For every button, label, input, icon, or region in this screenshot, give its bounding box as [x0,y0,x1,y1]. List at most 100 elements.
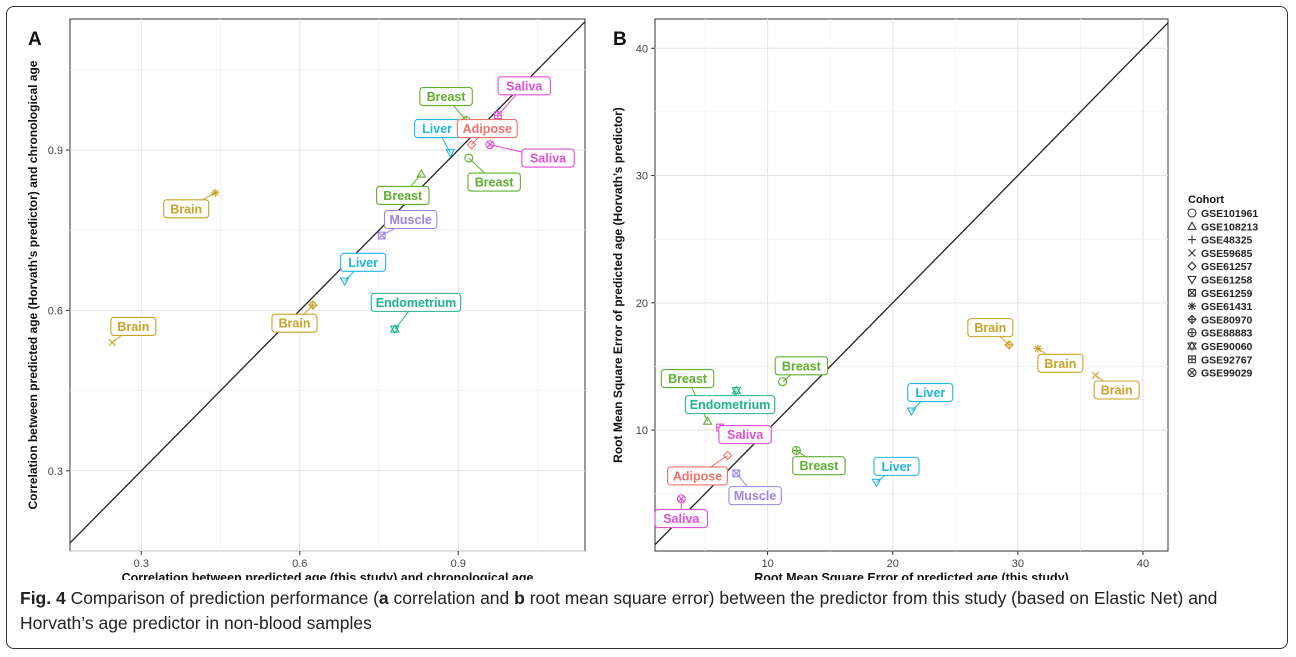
legend-entry-label: GSE61257 [1201,261,1253,273]
caption-panel-b-ref: b [514,588,525,608]
legend-items: GSE101961GSE108213GSE48325GSE59685GSE612… [1187,208,1258,380]
legend-entry: GSE59685 [1188,248,1253,260]
point-label: Brain [1037,353,1084,373]
legend-entry-label: GSE61431 [1201,301,1253,313]
point-label-box [521,148,575,168]
panel-a-identity-line [69,21,586,544]
panel-a-point-labels: Brain Brain Brain Breast Breast Breast Saliva S… [110,76,575,336]
legend-entry: GSE61259 [1188,288,1253,300]
point-label-text: Breast [383,189,423,203]
point-label-text: Breast [668,372,708,386]
point-label-text: Liver [348,256,378,270]
point-label-box [792,456,846,476]
data-point [731,385,742,396]
point-label-box [340,252,387,272]
point-label-text: Saliva [727,428,764,442]
legend-entry-label: GSE59685 [1201,248,1253,260]
point-label-box [1037,353,1084,373]
panel-b-points [676,340,1100,504]
x-tick-label: 0.9 [451,558,466,570]
legend-entry-label: GSE108213 [1201,221,1258,233]
point-label-text: Brain [170,202,202,216]
y-tick-label: 20 [636,298,648,310]
data-point [791,445,801,456]
point-label-box [271,313,318,333]
point-label-box [376,185,430,205]
point-label: Saliva [718,424,772,445]
point-label: Saliva [521,148,575,168]
panel-a-label: A [28,29,42,50]
point-label-text: Liver [882,460,912,474]
x-tick-label: 20 [887,558,899,570]
legend-title: Cohort [1188,194,1224,206]
data-point [493,111,502,120]
point-label: Brain [110,316,157,336]
point-label: Breast [467,172,521,192]
legend-key-icon [1188,302,1196,311]
point-label: Saliva [497,76,552,96]
panel-b-y-axis-label: Root Mean Square Error of predicted age … [611,107,625,463]
data-point [722,450,733,461]
legend-entry: GSE61257 [1187,261,1253,273]
point-label: Breast [376,185,430,205]
legend-key-icon [1187,221,1197,230]
y-tick-label: 40 [636,43,648,55]
data-point [464,153,474,163]
panel-b-point-labels: Brain Brain Brain Breast Breast Breast Endomet… [654,318,1140,529]
legend-key-icon [1187,261,1197,271]
point-label-box [163,199,210,219]
point-label-box [728,486,782,506]
data-point [416,168,427,178]
legend-key-icon [1187,208,1197,218]
legend-entry-label: GSE88883 [1201,328,1253,340]
point-label: Liver [414,119,461,139]
point-label-text: Brain [1044,357,1076,371]
point-label-box [497,76,552,96]
data-point [308,300,318,310]
point-label-text: Brain [974,321,1006,335]
legend-entry: GSE108213 [1187,221,1258,233]
legend-entry: GSE80970 [1187,314,1253,326]
legend-key-icon [1187,340,1197,352]
point-label: Brain [163,199,210,219]
point-label-text: Endometrium [690,398,771,412]
point-label-text: Liver [422,122,452,136]
data-point [445,149,456,158]
point-label: Brain [271,313,318,333]
point-label-text: Muscle [734,489,776,503]
point-label-text: Saliva [530,152,567,166]
data-point [732,469,741,478]
panel-b: Brain Brain Brain Breast Breast Breast Endomet… [611,18,1169,580]
point-label-text: Liver [915,386,945,400]
point-label: Saliva [654,508,709,529]
x-tick-label: 40 [1137,558,1149,570]
point-label-box [873,456,920,476]
caption-fig-label: Fig. 4 [20,588,66,608]
data-point [778,377,788,387]
caption-panel-a-ref: a [378,588,389,608]
panel-b-ticks: 10 20 30 40 10 20 30 40 [636,43,1149,570]
point-label: Breast [774,356,829,376]
data-point [466,139,477,150]
legend-entry-label: GSE61258 [1201,275,1253,287]
legend-key-icon [1187,328,1197,338]
x-tick-label: 30 [1012,558,1024,570]
caption-text-2: correlation and [388,588,515,608]
panel-a-x-axis-label: Correlation between predicted age (this … [122,571,534,580]
point-label-text: Saliva [663,512,700,526]
data-point [676,494,686,504]
legend-key-icon [1188,288,1196,297]
data-point [389,324,400,335]
data-point [108,338,117,347]
legend-entry: GSE92767 [1188,354,1253,366]
x-tick-label: 10 [761,558,773,570]
legend-entry: GSE61431 [1188,301,1253,313]
point-label-text: Saliva [506,79,543,93]
point-label-text: Brain [1101,384,1133,398]
panel-b-x-axis-label: Root Mean Square Error of predicted age … [754,571,1069,580]
data-point [1033,344,1042,353]
data-point [702,416,713,425]
point-label: Liver [340,252,387,272]
data-point [339,277,350,287]
